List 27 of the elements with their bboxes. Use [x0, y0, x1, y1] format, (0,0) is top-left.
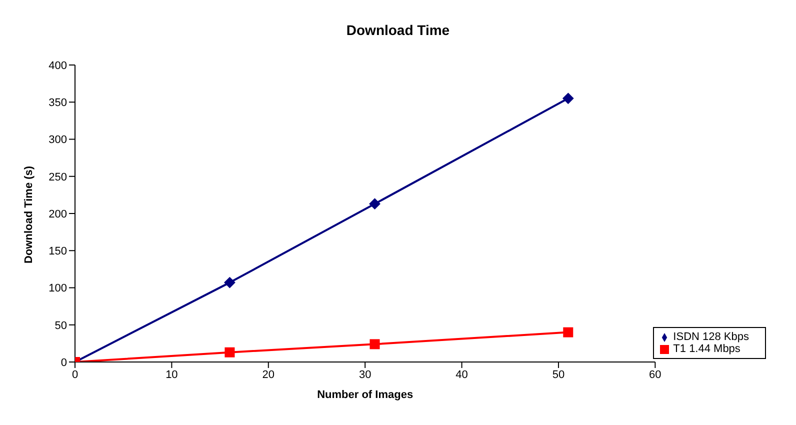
y-tick-label: 400 [48, 60, 67, 72]
y-tick-label: 0 [60, 356, 67, 369]
chart-title: Download Time [345, 22, 451, 38]
point [370, 339, 380, 350]
y-tick-label: 200 [48, 208, 67, 220]
y-tick-label: 350 [48, 97, 67, 110]
point [562, 92, 574, 104]
x-tick-label: 50 [552, 368, 565, 381]
y-axis-title: Download Time (s) [22, 166, 35, 264]
point [563, 327, 574, 338]
y-tick-label: 250 [48, 171, 67, 184]
x-tick-label: 30 [358, 368, 372, 381]
x-tick-label: 20 [262, 368, 275, 381]
x-tick-label: 10 [166, 368, 178, 381]
x-axis-title: Number of Images [317, 389, 414, 401]
y-tick-label: 300 [48, 134, 67, 146]
legend-label: ISDN 128 Kbps [673, 331, 749, 343]
legend-label: T1 1.44 Mbps [673, 343, 740, 355]
x-tick-label: 60 [649, 368, 662, 381]
y-tick-label: 50 [54, 320, 67, 332]
x-tick-label: 40 [456, 368, 468, 381]
y-tick-label: 100 [48, 282, 67, 295]
point [369, 198, 380, 210]
x-tick-label: 0 [72, 368, 78, 381]
point [224, 347, 235, 358]
point [224, 277, 236, 288]
y-tick-label: 150 [48, 246, 67, 258]
